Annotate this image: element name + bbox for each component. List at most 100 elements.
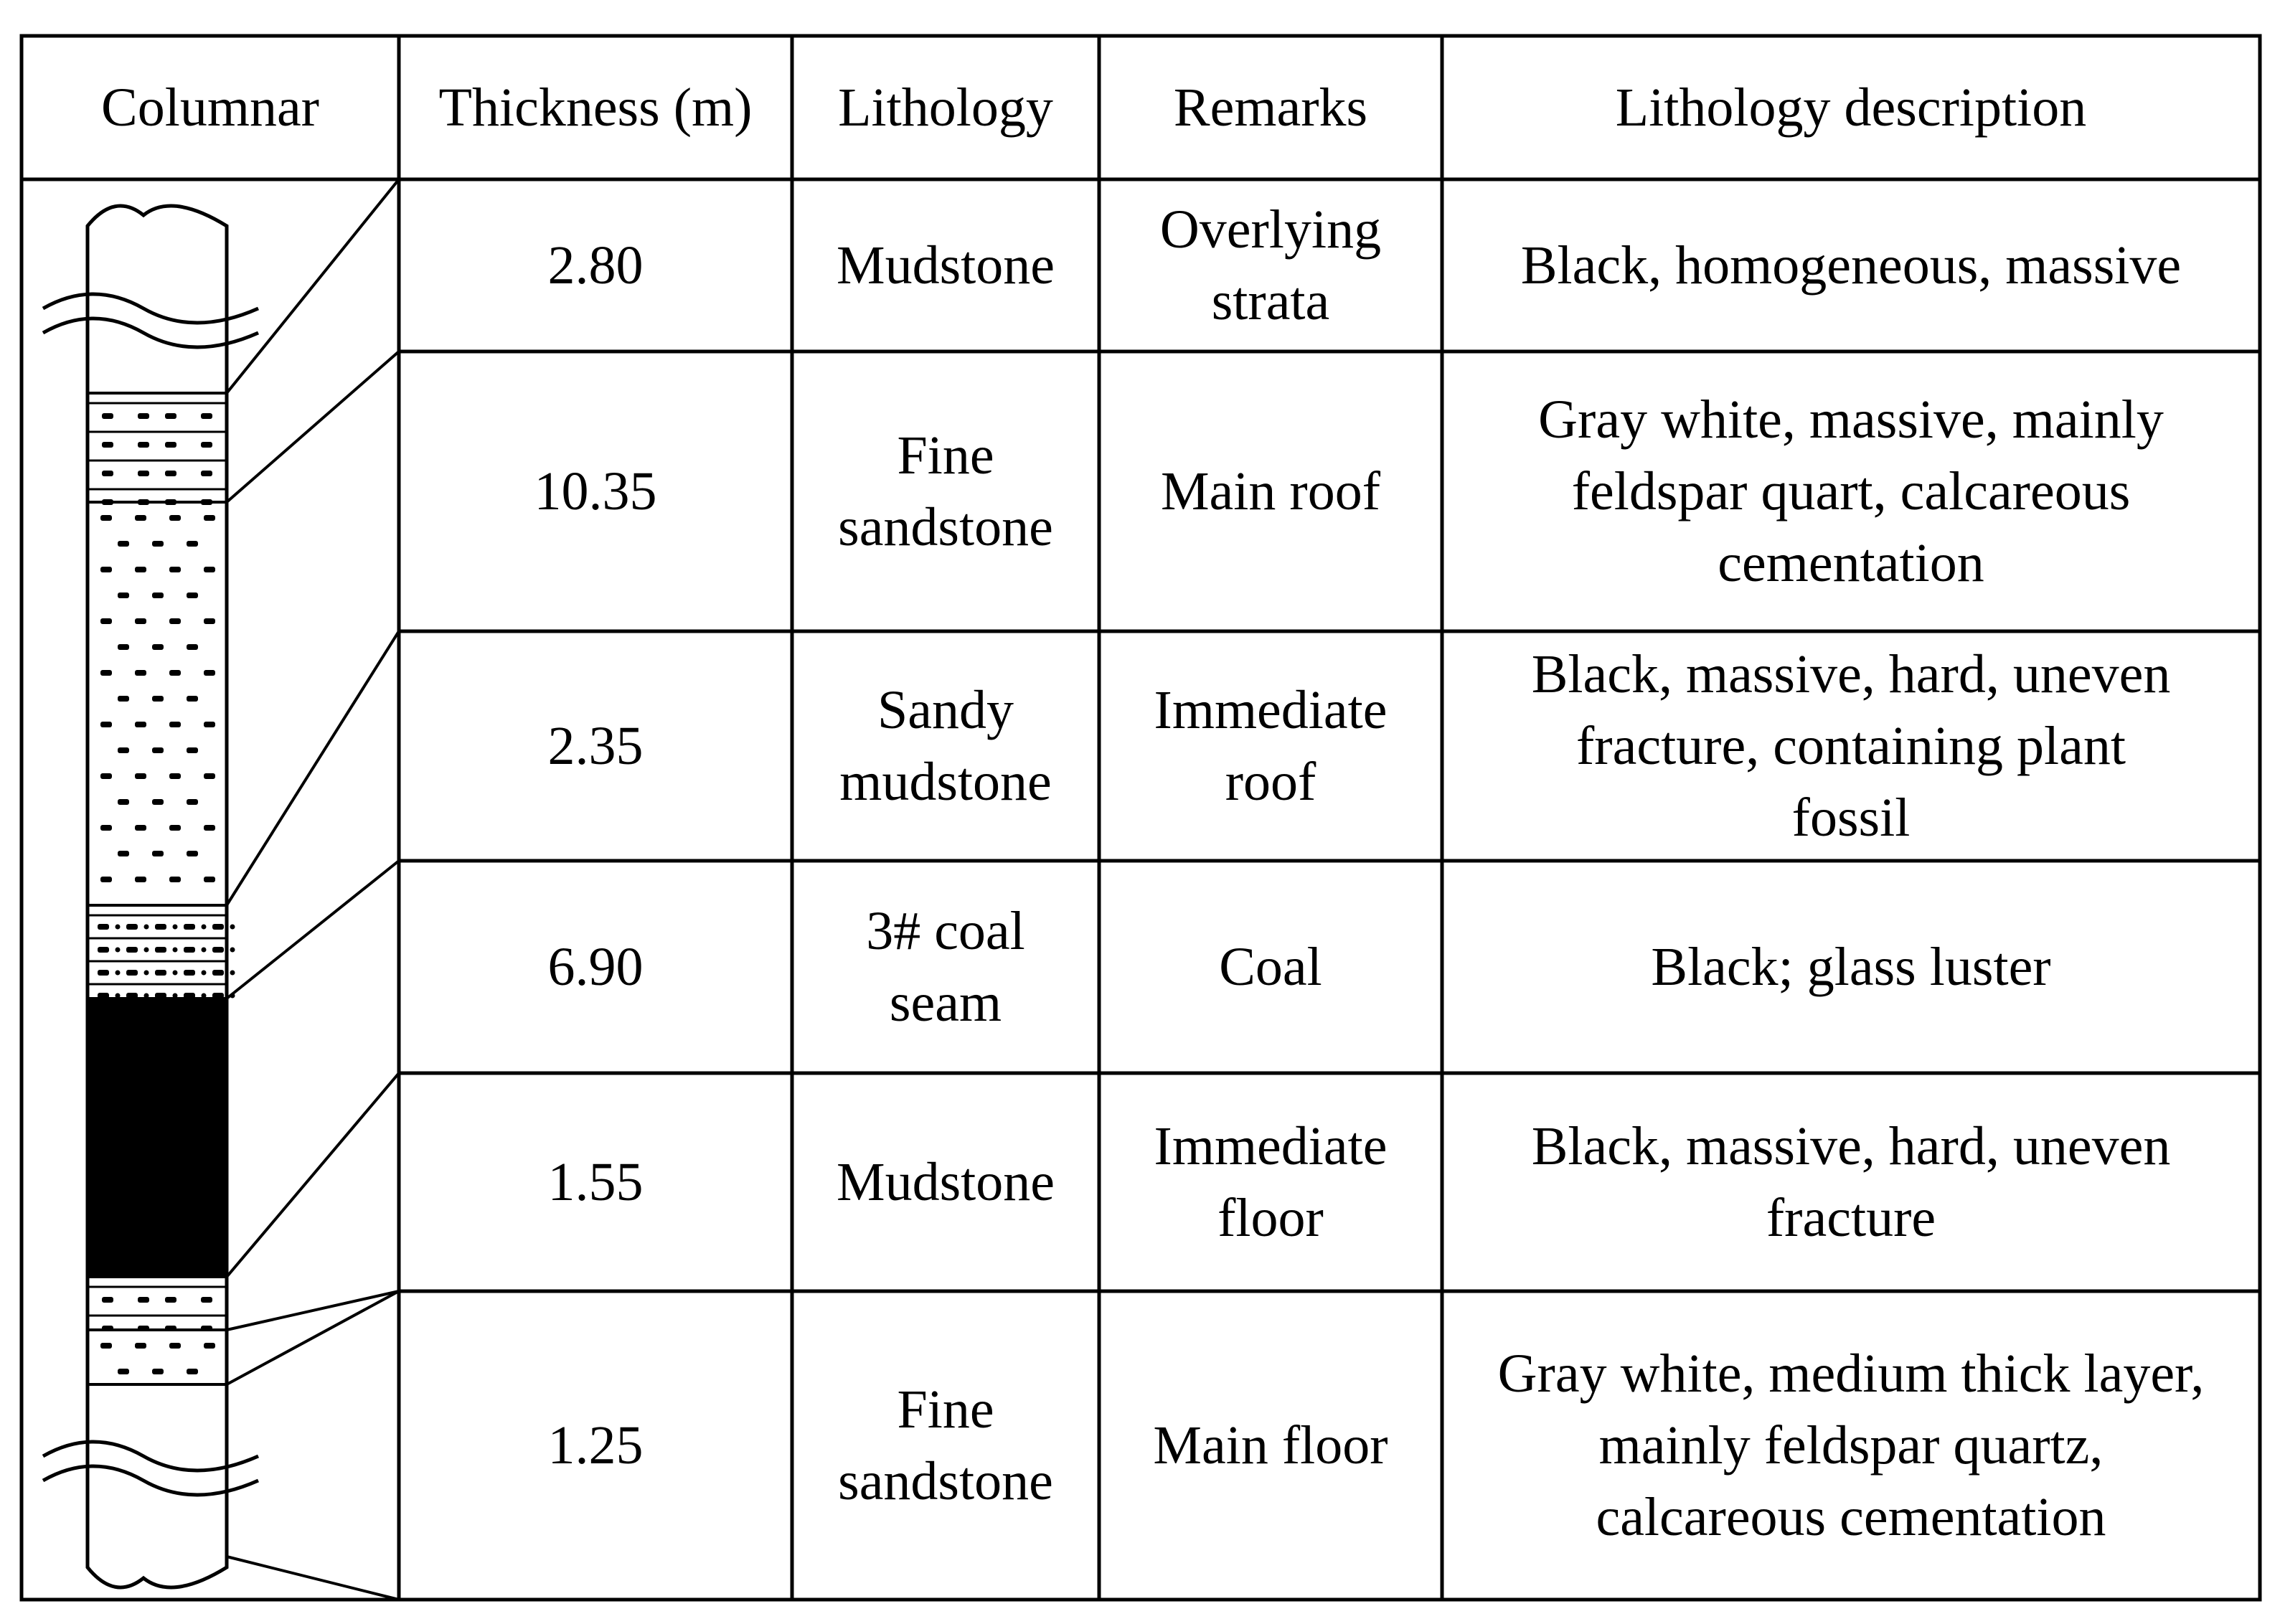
dash-mark [169, 567, 181, 572]
remarks-cell: Coal [1099, 861, 1442, 1073]
dash-mark [126, 924, 138, 930]
dash-mark [201, 1297, 212, 1303]
dash-mark [152, 696, 164, 702]
dash-mark [102, 499, 113, 505]
thickness-cell-text: 10.35 [534, 461, 657, 521]
dot-mark [201, 924, 207, 930]
dash-mark [135, 567, 146, 572]
connector-line [225, 350, 400, 504]
dash-mark [152, 799, 164, 805]
dash-mark [98, 970, 109, 976]
connector-line [225, 1072, 400, 1278]
layer-dash-dot-lines [88, 914, 235, 999]
dash-mark [169, 825, 181, 831]
dash-mark [102, 442, 113, 448]
dash-mark [155, 924, 166, 930]
dash-mark [165, 471, 176, 476]
layer-dash-dots [100, 1343, 215, 1374]
dot-mark [172, 947, 178, 953]
dash-mark [152, 593, 164, 598]
dash-mark [169, 722, 181, 727]
dot-mark [201, 993, 207, 999]
dash-mark [201, 471, 212, 476]
dash-mark [100, 773, 112, 779]
thickness-cell-text: 2.35 [547, 716, 644, 776]
remarks-cell: Immediate roof [1099, 631, 1442, 861]
header-lithology: Lithology [838, 77, 1053, 138]
dash-mark [204, 567, 215, 572]
dash-mark [135, 1343, 146, 1349]
remarks-cell-text: Main floor [1153, 1415, 1388, 1476]
dash-mark [152, 1369, 164, 1374]
remarks-cell-text: Immediate roof [1154, 680, 1388, 812]
dash-mark [169, 670, 181, 676]
dash-mark [204, 825, 215, 831]
dash-mark [100, 515, 112, 521]
dot-mark [143, 993, 149, 999]
lithology-cell: Mudstone [792, 179, 1099, 351]
dash-mark [165, 442, 176, 448]
dash-mark [212, 970, 224, 976]
dash-mark [165, 499, 176, 505]
description-cell: Black, homogeneous, massive [1442, 179, 2260, 351]
dash-mark [184, 970, 195, 976]
connector-line [225, 859, 400, 1000]
dash-mark [100, 722, 112, 727]
lithology-cell: 3# coal seam [792, 861, 1099, 1073]
layer-dash-lines [88, 402, 227, 505]
thickness-cell: 2.35 [399, 631, 792, 861]
dash-mark [152, 644, 164, 650]
dash-mark [102, 471, 113, 476]
thickness-cell-text: 6.90 [547, 937, 644, 997]
thickness-cell-text: 2.80 [547, 235, 644, 296]
dash-mark [118, 593, 129, 598]
dash-mark [135, 722, 146, 727]
dash-mark [187, 747, 198, 753]
dash-mark [152, 747, 164, 753]
description-cell-text: Black, massive, hard, uneven fracture, co… [1531, 644, 2171, 848]
dash-mark [100, 877, 112, 882]
dash-mark [155, 970, 166, 976]
dash-mark [169, 515, 181, 521]
dash-mark [169, 877, 181, 882]
layer-dash-dots [100, 515, 215, 882]
remarks-cell-text: Immediate floor [1154, 1116, 1388, 1248]
remarks-cell-text: Main roof [1160, 461, 1381, 521]
dash-mark [98, 993, 109, 999]
header-description: Lithology description [1615, 77, 2087, 138]
dash-mark [102, 413, 113, 419]
dash-mark [100, 567, 112, 572]
dash-mark [126, 993, 138, 999]
remarks-cell: Immediate floor [1099, 1073, 1442, 1291]
description-cell-text: Gray white, medium thick layer, mainly fe… [1497, 1344, 2205, 1547]
dash-mark [187, 644, 198, 650]
thickness-cell: 2.80 [399, 179, 792, 351]
dash-mark [152, 541, 164, 547]
thickness-cell: 6.90 [399, 861, 792, 1073]
dash-mark [98, 924, 109, 930]
layer-solid-black [88, 999, 227, 1277]
dash-mark [135, 515, 146, 521]
lithology-cell: Sandy mudstone [792, 631, 1099, 861]
dash-mark [184, 993, 195, 999]
dash-mark [204, 670, 215, 676]
dot-mark [172, 993, 178, 999]
lithology-cell: Mudstone [792, 1073, 1099, 1291]
dot-mark [172, 970, 178, 976]
dash-mark [100, 618, 112, 624]
remarks-cell-text: Overlying strata [1159, 199, 1382, 331]
description-cell-text: Black; glass luster [1651, 937, 2051, 997]
dash-mark [201, 442, 212, 448]
dash-mark [204, 722, 215, 727]
dash-mark [184, 947, 195, 953]
dash-mark [118, 799, 129, 805]
column-top-break [85, 204, 229, 237]
dot-mark [115, 947, 121, 953]
dash-mark [138, 413, 149, 419]
dash-mark [118, 541, 129, 547]
connector-line [226, 1290, 400, 1331]
thickness-cell: 1.55 [399, 1073, 792, 1291]
